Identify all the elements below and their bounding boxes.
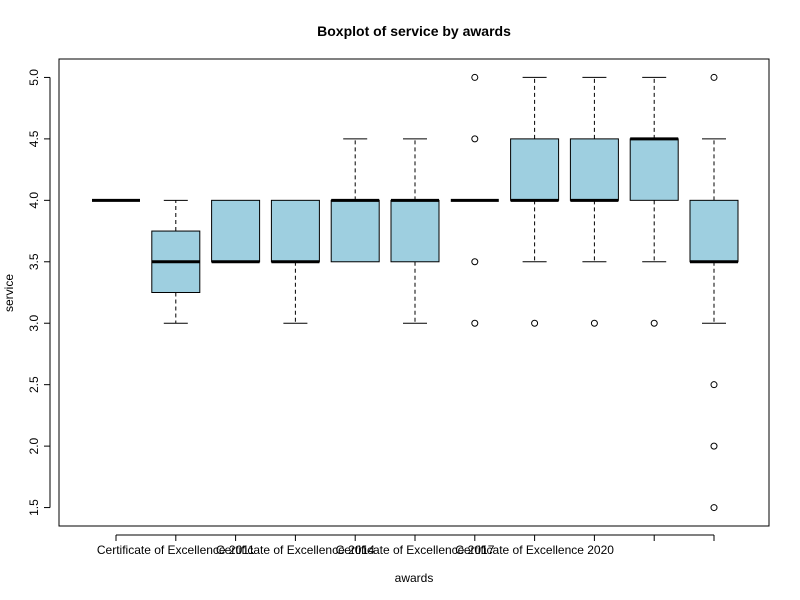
y-tick-label: 3.5: [27, 253, 41, 270]
iqr-box: [330, 199, 380, 263]
outlier-point: [590, 319, 598, 327]
iqr-box: [629, 138, 679, 201]
outlier-point: [471, 73, 479, 81]
box-group: [629, 76, 679, 327]
box-group: [270, 199, 320, 324]
iqr-box: [211, 199, 261, 263]
outlier-point: [710, 73, 718, 81]
box-group: [510, 76, 560, 327]
box-group: [569, 76, 619, 327]
y-tick-label: 2.0: [27, 437, 41, 454]
outlier-point: [710, 504, 718, 512]
chart-title: Boxplot of service by awards: [317, 23, 511, 39]
x-tick-label: Certificate of Excellence 2017: [336, 543, 495, 557]
box-group: [689, 73, 739, 512]
outlier-point: [471, 135, 479, 143]
x-tick-label: Certificate of Excellence 2014: [216, 543, 375, 557]
x-axis-label: awards: [395, 571, 434, 585]
iqr-box: [270, 199, 320, 263]
box-group: [330, 138, 380, 263]
outlier-point: [710, 442, 718, 450]
y-tick-label: 3.0: [27, 315, 41, 332]
y-tick-label: 2.5: [27, 376, 41, 393]
outlier-point: [710, 381, 718, 389]
y-tick-label: 5.0: [27, 69, 41, 86]
outlier-point: [531, 319, 539, 327]
y-tick-label: 1.5: [27, 499, 41, 516]
box-group: [151, 199, 201, 324]
outlier-point: [650, 319, 658, 327]
iqr-box: [689, 199, 739, 263]
iqr-box: [390, 199, 440, 263]
iqr-box: [569, 138, 619, 201]
outlier-point: [471, 258, 479, 266]
outlier-point: [471, 319, 479, 327]
x-tick-label: Certificate of Excellence 2011: [97, 543, 255, 557]
y-tick-label: 4.0: [27, 192, 41, 209]
x-tick-label: Certificate of Excellence 2020: [455, 543, 614, 557]
iqr-box: [510, 138, 560, 201]
y-tick-label: 4.5: [27, 130, 41, 147]
boxes-group: [92, 73, 739, 512]
box-group: [390, 138, 440, 324]
plot-frame: [58, 58, 770, 527]
x-axis: Certificate of Excellence 2011Certificat…: [97, 534, 715, 557]
box-group: [211, 199, 261, 264]
y-axis: 1.5 2.0 2.5 3.0 3.5 4.0 4.5 5.0: [27, 69, 51, 516]
y-axis-label: service: [2, 274, 16, 312]
box-group: [450, 73, 499, 327]
